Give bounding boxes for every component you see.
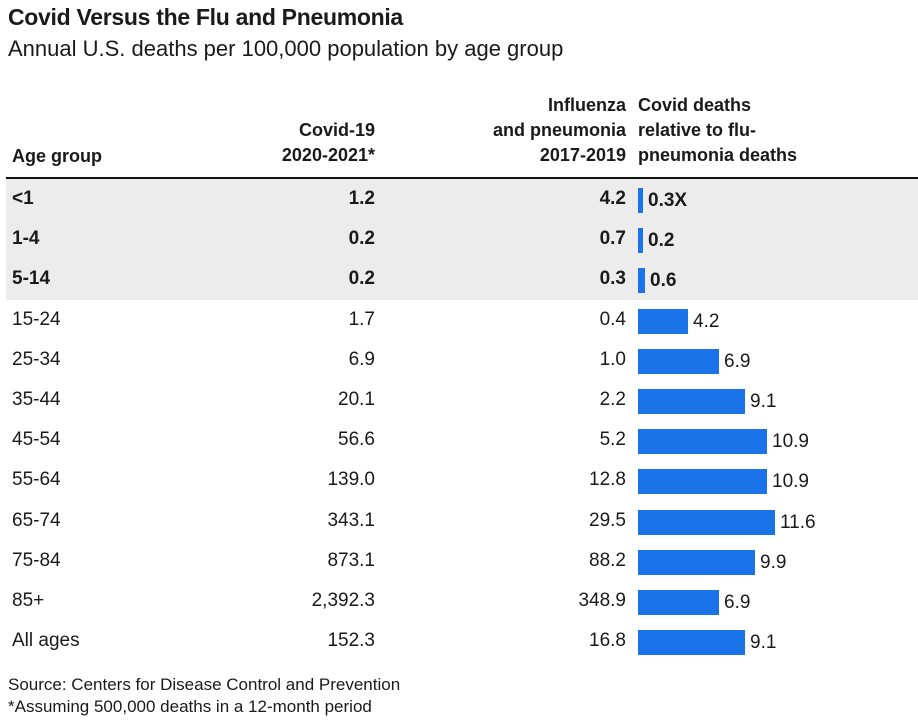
header-flu: Influenza and pneumonia 2017-2019 [493,93,626,168]
table-row: All ages 152.3 16.8 9.1 [0,621,918,661]
table-row: 1-4 0.2 0.7 0.2 [0,219,918,259]
header-ratio: Covid deaths relative to flu- pneumonia … [638,93,797,168]
age-group-cell: 55-64 [12,469,61,491]
ratio-label: 10.9 [772,431,809,453]
covid-value-cell: 0.2 [348,228,375,250]
covid-value-cell: 0.2 [348,268,375,290]
age-group-cell: 65-74 [12,509,61,531]
age-group-cell: 15-24 [12,308,61,330]
ratio-label: 0.2 [648,230,675,252]
ratio-bar [638,188,643,213]
ratio-label: 11.6 [780,511,816,533]
header-covid-line-1: Covid-19 [298,120,375,140]
ratio-label: 9.1 [750,632,777,654]
ratio-label: 9.9 [760,551,787,573]
covid-value-cell: 1.7 [348,308,375,330]
covid-value-cell: 20.1 [338,388,375,410]
highlight-band [6,179,918,300]
ratio-label: 6.9 [724,591,751,613]
covid-value-cell: 152.3 [327,630,375,652]
table-row: 45-54 56.6 5.2 10.9 [0,420,918,460]
flu-value-cell: 2.2 [599,388,626,410]
age-group-cell: 45-54 [12,429,61,451]
ratio-bar [638,549,755,575]
header-ratio-line-1: Covid deaths [638,95,752,115]
age-group-cell: 75-84 [12,549,61,571]
flu-value-cell: 0.3 [599,268,626,290]
header-divider [6,177,918,179]
ratio-bar [638,429,767,455]
table-row: 65-74 343.1 29.5 11.6 [0,501,918,541]
ratio-label: 6.9 [724,350,751,372]
ratio-bar [638,228,643,254]
ratio-label: 9.1 [750,390,777,412]
table-row: 35-44 20.1 2.2 9.1 [0,380,918,420]
ratio-label: 0.3X [648,190,688,211]
flu-value-cell: 4.2 [599,188,626,209]
ratio-bar [638,268,645,294]
source-note: Source: Centers for Disease Control and … [8,675,401,694]
ratio-bar [638,630,745,656]
table-body: <1 1.2 4.2 0.3X 1-4 0.2 0.7 0.2 5-14 0.2 0.3 0.6 15-… [0,179,918,661]
table-row: 55-64 139.0 12.8 10.9 [0,460,918,500]
flu-value-cell: 5.2 [599,429,626,451]
covid-value-cell: 2,392.3 [311,589,375,611]
footnote: *Assuming 500,000 deaths in a 12-month p… [8,697,372,716]
chart-title: Covid Versus the Flu and Pneumonia [8,4,403,30]
age-group-cell: 1-4 [12,228,40,250]
table-row: 75-84 873.1 88.2 9.9 [0,541,918,581]
header-flu-line-2: and pneumonia [492,120,626,140]
age-group-cell: 35-44 [12,388,61,410]
ratio-bar [638,308,688,334]
flu-value-cell: 16.8 [589,630,626,652]
ratio-bar [638,388,745,414]
table-row: <1 1.2 4.2 0.3X [0,179,918,219]
age-group-cell: <1 [12,188,34,209]
age-group-cell: 5-14 [12,268,51,290]
covid-value-cell: 139.0 [327,469,375,491]
age-group-cell: 25-34 [12,348,61,370]
flu-value-cell: 88.2 [589,549,626,571]
ratio-label: 4.2 [693,310,720,332]
ratio-bar [638,589,719,615]
flu-value-cell: 1.0 [599,348,626,370]
header-flu-line-1: Influenza [547,95,626,115]
covid-value-cell: 1.2 [348,188,375,209]
ratio-label: 10.9 [772,471,809,493]
ratio-label: 0.6 [650,270,677,292]
flu-value-cell: 12.8 [589,469,626,491]
covid-value-cell: 873.1 [327,549,375,571]
header-ratio-line-2: relative to flu- [638,120,757,140]
ratio-bar [638,469,767,495]
flu-value-cell: 29.5 [589,509,626,531]
footer: Source: Centers for Disease Control and … [8,674,400,718]
header-ratio-line-3: pneumonia deaths [638,145,798,165]
flu-value-cell: 348.9 [578,589,626,611]
ratio-bar [638,348,719,374]
age-group-cell: All ages [12,630,80,652]
table-row: 85+ 2,392.3 348.9 6.9 [0,581,918,621]
covid-value-cell: 6.9 [348,348,375,370]
header-age-group: Age group [12,146,102,166]
chart-subtitle: Annual U.S. deaths per 100,000 populatio… [8,36,564,61]
table-row: 15-24 1.7 0.4 4.2 [0,300,918,340]
table-row: 5-14 0.2 0.3 0.6 [0,259,918,299]
covid-value-cell: 56.6 [338,429,375,451]
table-row: 25-34 6.9 1.0 6.9 [0,340,918,380]
header-flu-line-3: 2017-2019 [539,145,626,165]
header-covid-line-2: 2020-2021* [281,145,375,165]
header-covid: Covid-19 2020-2021* [282,118,375,168]
age-group-cell: 85+ [12,589,45,611]
flu-value-cell: 0.7 [599,228,626,250]
flu-value-cell: 0.4 [599,308,626,330]
ratio-bar [638,509,775,535]
covid-value-cell: 343.1 [327,509,375,531]
